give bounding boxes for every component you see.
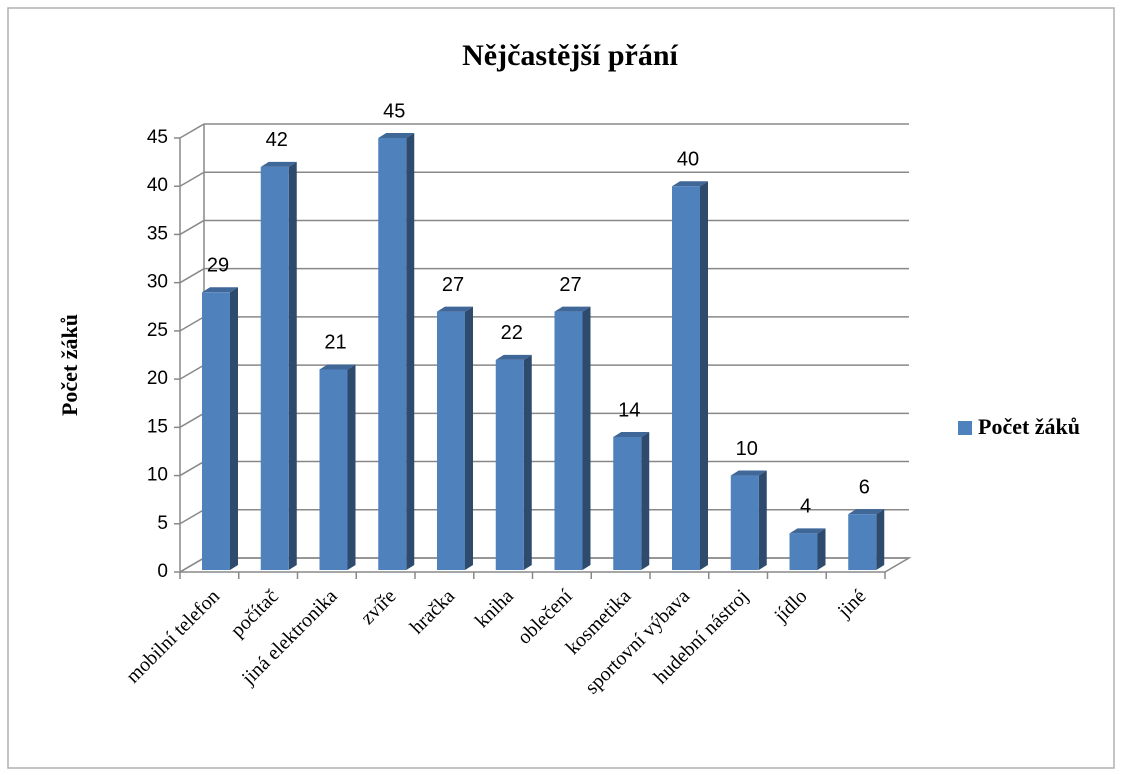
bar (378, 138, 407, 570)
bar-side (465, 306, 473, 570)
bar (672, 186, 700, 570)
bar-side (523, 354, 532, 570)
bar (437, 311, 465, 570)
bar (495, 359, 524, 570)
grid-line-side (179, 316, 205, 332)
grid-line-side (179, 219, 205, 236)
bar-top (554, 306, 591, 312)
bar-top (495, 354, 532, 360)
legend-swatch (958, 421, 972, 435)
bar-side (230, 287, 238, 570)
bar-side (406, 133, 415, 570)
data-label: 21 (324, 332, 346, 354)
grid-line-side (179, 509, 205, 525)
data-label: 6 (859, 476, 870, 498)
data-label: 42 (266, 129, 288, 151)
data-label: 10 (736, 438, 758, 460)
grid-line-side (179, 268, 205, 284)
bar-side (700, 181, 708, 570)
bar-top (319, 364, 356, 370)
chart-title: Nějčastější přání (462, 39, 678, 72)
data-label: 45 (383, 100, 405, 122)
y-tick-label: 10 (147, 465, 168, 486)
y-tick-label: 0 (157, 561, 168, 582)
bar-top (672, 181, 708, 187)
bar-side (582, 306, 591, 570)
bar-side (288, 161, 297, 570)
data-label: 22 (501, 322, 523, 344)
y-tick-label: 35 (147, 223, 168, 244)
data-label: 27 (559, 274, 581, 296)
y-tick-label: 25 (147, 320, 168, 341)
y-tick-label: 40 (147, 175, 168, 196)
grid-line-side (179, 123, 205, 139)
bar (848, 514, 877, 570)
grid-line-side (179, 412, 205, 428)
y-tick-label: 30 (147, 272, 168, 293)
bar-top (378, 133, 415, 138)
y-tick-label: 20 (147, 368, 168, 389)
bar (730, 475, 759, 570)
data-label: 27 (442, 274, 464, 296)
grid-line-side (179, 557, 205, 573)
bar-top (613, 431, 650, 437)
y-tick-label: 5 (157, 513, 168, 534)
bar-side (876, 509, 885, 570)
data-label: 29 (207, 255, 229, 277)
y-tick-label: 45 (147, 127, 168, 148)
grid-line-side (179, 171, 205, 187)
y-tick-label: 15 (147, 416, 168, 437)
bar-top (730, 470, 767, 476)
bar (319, 369, 348, 570)
bar-side (817, 528, 826, 570)
bar (789, 533, 818, 570)
grid-line-side (179, 460, 205, 477)
data-label: 4 (800, 496, 811, 518)
bar-top (789, 528, 826, 534)
data-label: 14 (618, 399, 640, 421)
bar (554, 311, 583, 570)
bar-side (347, 364, 356, 570)
bar (260, 166, 289, 570)
bar-top (437, 306, 473, 312)
bar-top (202, 287, 238, 293)
bar (613, 436, 642, 570)
bar-top (260, 161, 297, 167)
y-axis-label: Počet žáků (57, 314, 82, 416)
bar-top (848, 509, 885, 515)
bar (202, 292, 230, 570)
data-label: 40 (677, 149, 699, 171)
legend-label: Počet žáků (978, 414, 1080, 439)
bar-side (758, 470, 767, 570)
grid-line-side (179, 364, 205, 380)
bar-side (641, 431, 650, 570)
